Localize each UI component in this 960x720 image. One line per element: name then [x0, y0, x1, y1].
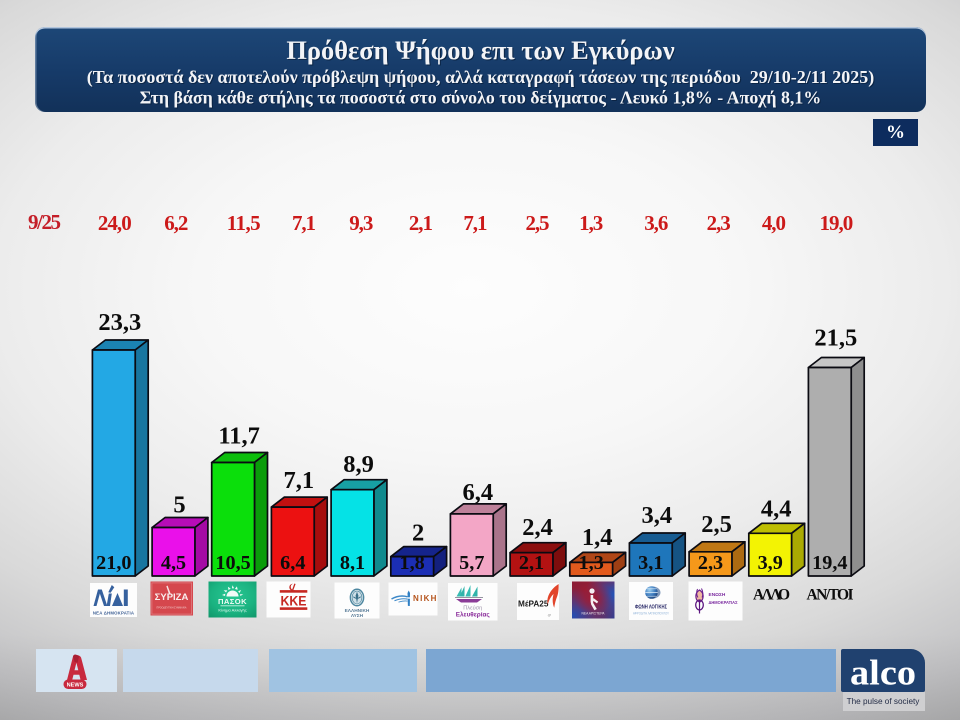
svg-text:2,1: 2,1 — [519, 552, 544, 574]
svg-text:Στη βάση κάθε στήλης τα ποσοστ: Στη βάση κάθε στήλης τα ποσοστά στο σύνο… — [141, 89, 823, 109]
svg-text:2,5: 2,5 — [525, 211, 549, 235]
svg-text:ΕΛΛΗΝΙΚΗ: ΕΛΛΗΝΙΚΗ — [345, 608, 370, 614]
svg-text:3,9: 3,9 — [758, 552, 783, 574]
svg-text:ΝΕΑ ΔΗΜΟΚΡΑΤΙΑ: ΝΕΑ ΔΗΜΟΚΡΑΤΙΑ — [93, 611, 134, 616]
svg-text:11,7: 11,7 — [218, 423, 260, 450]
svg-text:3,4: 3,4 — [641, 502, 672, 529]
svg-text:6,4: 6,4 — [280, 552, 305, 574]
svg-text:7,1: 7,1 — [283, 467, 314, 494]
svg-text:ΑΦΡΟΔΙΤΗ ΛΑΤΙΝΟΠΟΥΛΟΥ: ΑΦΡΟΔΙΤΗ ΛΑΤΙΝΟΠΟΥΛΟΥ — [633, 612, 670, 616]
svg-text:2,3: 2,3 — [698, 552, 723, 574]
svg-text:23,3: 23,3 — [98, 309, 141, 336]
svg-text:10,5: 10,5 — [215, 552, 250, 574]
svg-text:ΛΥΣΗ: ΛΥΣΗ — [351, 613, 364, 619]
svg-text:9,3: 9,3 — [349, 211, 373, 235]
svg-text:6,4: 6,4 — [462, 479, 493, 506]
svg-text:1,4: 1,4 — [582, 524, 613, 551]
svg-text:5,7: 5,7 — [459, 552, 484, 574]
svg-text:Πρόθεση Ψήφου επι των Εγκύρων: Πρόθεση Ψήφου επι των Εγκύρων — [286, 35, 674, 65]
svg-text:1,3: 1,3 — [579, 552, 604, 574]
svg-text:24,0: 24,0 — [98, 211, 132, 235]
svg-text:ΔΗΜΟΚΡΑΤΙΑΣ: ΔΗΜΟΚΡΑΤΙΑΣ — [709, 600, 738, 605]
svg-text:ΝΙΚΗ: ΝΙΚΗ — [413, 594, 438, 603]
svg-text:.gr: .gr — [547, 613, 552, 617]
svg-text:4,4: 4,4 — [761, 495, 792, 522]
svg-text:2,4: 2,4 — [522, 514, 553, 541]
svg-text:8,1: 8,1 — [340, 552, 365, 574]
svg-text:Κίνημα Αλλαγής: Κίνημα Αλλαγής — [218, 608, 246, 613]
svg-text:9/25: 9/25 — [28, 210, 61, 234]
svg-text:5: 5 — [173, 492, 185, 519]
svg-text:4,5: 4,5 — [161, 552, 186, 574]
svg-text:4,0: 4,0 — [762, 211, 786, 235]
svg-text:Πρόθεση Ψήφου επι των Εγκύρων: Πρόθεση Ψήφου επι των Εγκύρων — [287, 36, 675, 66]
svg-text:(Τα ποσοστά δεν αποτελούν πρόβ: (Τα ποσοστά δεν αποτελούν πρόβλεψη ψήφου… — [87, 67, 874, 88]
svg-text:ΝΕΑ ΑΡΙΣΤΕΡΑ: ΝΕΑ ΑΡΙΣΤΕΡΑ — [582, 612, 606, 616]
svg-text:ΣΥΡΙΖΑ: ΣΥΡΙΖΑ — [155, 592, 189, 603]
svg-text:(Τα ποσοστά δεν αποτελούν πρόβ: (Τα ποσοστά δεν αποτελούν πρόβλεψη ψήφου… — [88, 68, 875, 89]
svg-text:2,3: 2,3 — [707, 211, 731, 235]
svg-text:6,2: 6,2 — [164, 211, 188, 235]
svg-text:21,0: 21,0 — [96, 552, 131, 574]
svg-text:2,5: 2,5 — [701, 511, 732, 538]
svg-text:2: 2 — [412, 520, 424, 547]
svg-text:ΦΩΝΗ ΛΟΓΙΚΗΣ: ΦΩΝΗ ΛΟΓΙΚΗΣ — [635, 605, 668, 611]
svg-text:NEWS: NEWS — [67, 683, 84, 689]
svg-text:19,0: 19,0 — [820, 211, 854, 235]
svg-text:7,1: 7,1 — [292, 211, 316, 235]
svg-text:ΠΡΟΟΔΕΥΤΙΚΗ ΣΥΜΜΑΧΙΑ: ΠΡΟΟΔΕΥΤΙΚΗ ΣΥΜΜΑΧΙΑ — [157, 606, 187, 610]
svg-text:ΚΚΕ: ΚΚΕ — [281, 594, 307, 609]
svg-text:3,6: 3,6 — [644, 211, 668, 235]
svg-text:ΑΝ/ΤΟΙ: ΑΝ/ΤΟΙ — [807, 587, 854, 604]
svg-text:11,5: 11,5 — [227, 211, 261, 235]
svg-text:Ελευθερίας: Ελευθερίας — [456, 611, 491, 619]
svg-text:8,9: 8,9 — [343, 451, 374, 478]
svg-text:19,4: 19,4 — [812, 552, 847, 574]
svg-text:21,5: 21,5 — [814, 325, 857, 352]
svg-text:7,1: 7,1 — [463, 211, 487, 235]
svg-text:ΕΝΩΣΗ: ΕΝΩΣΗ — [709, 592, 726, 598]
svg-text:Πλεύση: Πλεύση — [463, 606, 482, 612]
svg-text:Στη βάση κάθε στήλης τα ποσοστ: Στη βάση κάθε στήλης τα ποσοστά στο σύνο… — [140, 88, 822, 108]
svg-text:1,3: 1,3 — [579, 211, 603, 235]
svg-text:ΑΛΛΟ: ΑΛΛΟ — [753, 587, 790, 604]
svg-text:ΠΑΣΟΚ: ΠΑΣΟΚ — [218, 597, 247, 606]
svg-text:2,1: 2,1 — [409, 211, 433, 235]
svg-text:alco: alco — [850, 653, 916, 693]
svg-text:1,8: 1,8 — [399, 552, 424, 574]
svg-text:3,1: 3,1 — [638, 552, 663, 574]
svg-text:ΜέΡΑ25: ΜέΡΑ25 — [518, 600, 549, 609]
